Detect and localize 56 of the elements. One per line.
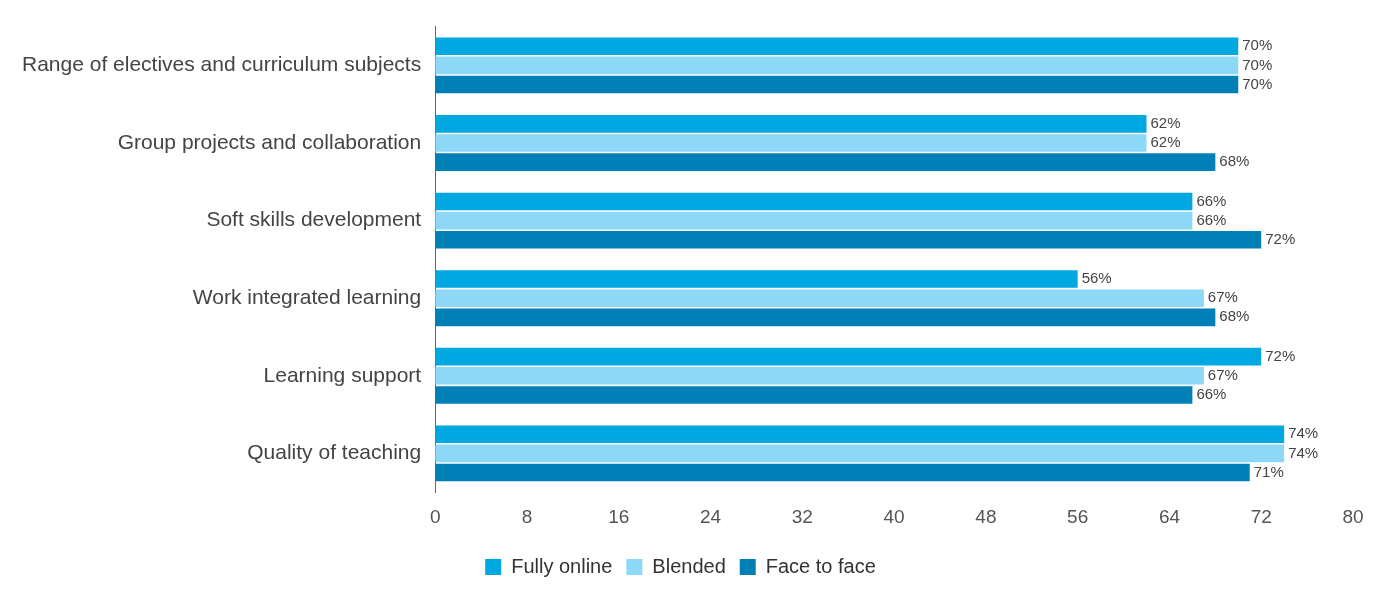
y-tick-label: Learning support — [263, 362, 422, 386]
legend-label: Blended — [652, 554, 726, 577]
bar — [435, 347, 1262, 366]
bar — [435, 192, 1193, 211]
data-label: 70% — [1242, 74, 1273, 92]
data-label: 70% — [1242, 36, 1273, 54]
legend-label: Fully online — [511, 554, 613, 577]
data-label: 66% — [1196, 210, 1227, 228]
data-label: 74% — [1288, 424, 1319, 442]
data-label: 72% — [1265, 229, 1296, 247]
x-tick-label: 8 — [521, 505, 533, 527]
data-label: 70% — [1242, 55, 1273, 73]
data-label: 67% — [1207, 365, 1238, 383]
bar — [435, 289, 1204, 308]
data-label: 68% — [1219, 307, 1250, 325]
x-tick-label: 80 — [1342, 505, 1364, 527]
bar — [435, 386, 1193, 404]
data-label: 68% — [1219, 152, 1250, 170]
data-label: 62% — [1150, 114, 1181, 131]
x-tick-label: 16 — [608, 505, 630, 527]
bar — [435, 153, 1216, 171]
x-tick-label: 48 — [975, 505, 997, 527]
x-tick-label: 40 — [883, 505, 905, 527]
y-tick-label: Soft skills development — [206, 207, 422, 231]
x-tick-label: 24 — [699, 505, 722, 527]
bar — [435, 230, 1262, 249]
bar — [435, 211, 1193, 230]
data-label: 74% — [1288, 443, 1319, 461]
bar — [435, 134, 1147, 152]
bar — [435, 463, 1250, 482]
data-label: 67% — [1207, 288, 1238, 306]
data-label: 62% — [1150, 133, 1181, 151]
bar — [435, 75, 1239, 94]
bar — [435, 425, 1285, 444]
y-tick-label: Work integrated learning — [192, 285, 422, 308]
bar — [435, 308, 1216, 327]
y-tick-label: Range of electives and curriculum subjects — [21, 52, 422, 76]
data-label: 71% — [1253, 462, 1284, 480]
bar — [435, 270, 1078, 288]
data-label: 66% — [1196, 385, 1227, 403]
x-tick-label: 0 — [429, 505, 441, 527]
x-tick-label: 56 — [1067, 505, 1089, 527]
bar — [435, 56, 1239, 75]
data-label: 66% — [1196, 191, 1227, 209]
data-label: 72% — [1265, 346, 1296, 364]
bar — [435, 444, 1285, 463]
legend-label: Face to face — [765, 554, 876, 577]
y-tick-label: Group projects and collaboration — [117, 129, 422, 153]
x-tick-label: 32 — [791, 505, 813, 527]
x-tick-label: 64 — [1158, 505, 1181, 527]
bar — [435, 115, 1147, 133]
y-tick-label: Quality of teaching — [247, 440, 422, 464]
x-tick-label: 72 — [1250, 505, 1272, 527]
data-label: 56% — [1081, 269, 1112, 287]
bar — [435, 37, 1239, 56]
bar — [435, 367, 1204, 385]
